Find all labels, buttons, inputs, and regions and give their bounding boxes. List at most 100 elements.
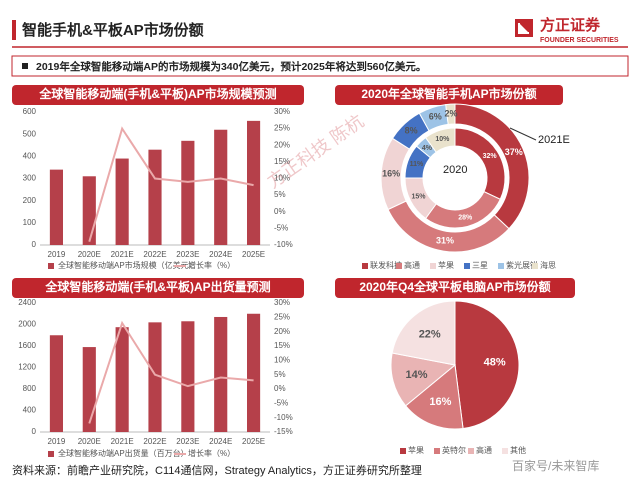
y2-tick-label: -15%	[274, 427, 293, 436]
source: 资料来源：前瞻产业研究院，C114通信网，Strategy Analytics，…	[12, 463, 422, 477]
legend-label: 联发科技	[370, 260, 402, 270]
line	[88, 320, 254, 424]
summary: 2019年全球智能移动端AP的市场规模为340亿美元，预计2025年将达到560…	[36, 60, 426, 73]
x-tick-label: 2022E	[143, 437, 166, 446]
y-tick-label: 0	[32, 427, 37, 436]
page-title: 智能手机&平板AP市场份额	[22, 21, 204, 39]
legend-swatch	[400, 448, 406, 454]
summary-box	[11, 55, 629, 77]
legend-swatch	[498, 263, 504, 269]
y-tick-label: 200	[23, 196, 37, 205]
y2-tick-label: -10%	[274, 240, 293, 249]
x-tick-label: 2020E	[78, 250, 101, 259]
slice	[424, 127, 456, 153]
series-label: 2021E	[538, 134, 570, 146]
y2-tick-label: 5%	[274, 190, 286, 199]
legend-swatch	[396, 263, 402, 269]
legend-swatch	[502, 448, 508, 454]
x-tick-label: 2024E	[209, 437, 232, 446]
y-tick-label: 100	[23, 218, 37, 227]
legend-label: 紫光展锐	[506, 260, 538, 270]
chart-title: 2020年Q4全球平板电脑AP市场份额	[359, 279, 550, 294]
logo-sub: FOUNDER SECURITIES	[540, 37, 619, 44]
y2-tick-label: 10%	[274, 355, 290, 364]
bar	[247, 120, 261, 245]
x-tick-label: 2022E	[143, 250, 166, 259]
bar	[181, 140, 195, 245]
slice	[445, 103, 456, 125]
legend-swatch	[362, 263, 368, 269]
bar	[49, 169, 63, 245]
y-tick-label: 2000	[18, 320, 36, 329]
y-tick-label: 600	[23, 107, 37, 116]
slice	[404, 364, 464, 430]
y2-tick-label: 5%	[274, 370, 286, 379]
data-label: 22%	[419, 328, 441, 340]
y-tick-label: 2400	[18, 298, 36, 307]
x-tick-label: 2021E	[111, 250, 134, 259]
y-tick-label: 1200	[18, 363, 36, 372]
x-tick-label: 2025E	[242, 437, 265, 446]
y2-tick-label: 15%	[274, 341, 290, 350]
chart-title: 全球智能移动端(手机&平板)AP出货量预测	[44, 279, 270, 294]
y-tick-label: 800	[23, 384, 37, 393]
legend-swatch	[434, 448, 440, 454]
data-label: 10%	[435, 136, 450, 143]
y-tick-label: 400	[23, 151, 37, 160]
legend-label: 高通	[404, 260, 420, 270]
bar	[181, 321, 195, 432]
y-tick-label: 0	[32, 240, 37, 249]
legend-label: 英特尔	[442, 445, 466, 455]
y2-tick-label: 0%	[274, 207, 286, 216]
x-tick-label: 2021E	[111, 437, 134, 446]
y2-tick-label: 30%	[274, 298, 290, 307]
legend-label: 全球智能移动端AP市场规模（亿美元）	[58, 260, 197, 270]
legend-label: 苹果	[438, 260, 454, 270]
y-tick-label: 300	[23, 174, 37, 183]
y2-tick-label: 10%	[274, 174, 290, 183]
data-label: 14%	[406, 369, 428, 381]
x-tick-label: 2025E	[242, 250, 265, 259]
slice	[391, 300, 456, 366]
y-tick-label: 500	[23, 129, 37, 138]
legend-label: 海思	[540, 260, 556, 270]
data-label: 37%	[505, 147, 523, 157]
watermark: 百家号/未来智库	[512, 458, 599, 473]
chart-title-bg	[335, 85, 563, 105]
legend-label: 苹果	[408, 445, 424, 455]
data-label: 11%	[410, 161, 424, 168]
data-label: 28%	[458, 215, 473, 222]
data-label: 31%	[436, 236, 454, 246]
x-tick-label: 2024E	[209, 250, 232, 259]
data-label: 6%	[429, 112, 442, 122]
legend-swatch	[464, 263, 470, 269]
chart-title-bg	[335, 278, 575, 298]
y2-tick-label: 25%	[274, 312, 290, 321]
line	[88, 126, 254, 242]
y2-tick-label: 20%	[274, 140, 290, 149]
logo-icon	[513, 17, 535, 39]
y-tick-label: 1600	[18, 341, 36, 350]
legend-swatch	[48, 451, 54, 457]
data-label: 8%	[405, 126, 418, 136]
y2-tick-label: 0%	[274, 384, 286, 393]
y-tick-label: 400	[23, 406, 37, 415]
legend-swatch	[468, 448, 474, 454]
bar	[115, 158, 129, 245]
chart-title: 2020年全球智能手机AP市场份额	[361, 86, 536, 101]
bar	[82, 347, 96, 432]
legend-swatch	[532, 263, 538, 269]
y2-tick-label: 15%	[274, 157, 290, 166]
legend-swatch	[430, 263, 436, 269]
leader	[509, 127, 537, 141]
legend-label: 高通	[476, 445, 492, 455]
x-tick-label: 2023E	[176, 250, 199, 259]
bar	[247, 313, 261, 432]
data-label: 2%	[444, 109, 457, 119]
legend-label: 三星	[472, 261, 488, 270]
data-label: 4%	[422, 145, 433, 152]
bar	[148, 322, 162, 432]
y2-tick-label: -5%	[274, 223, 288, 232]
chart-title: 全球智能移动端(手机&平板)AP市场规模预测	[38, 86, 276, 101]
